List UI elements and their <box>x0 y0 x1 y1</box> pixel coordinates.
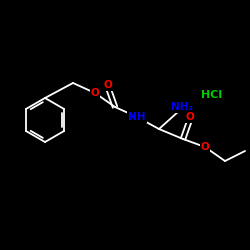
Text: O: O <box>200 142 209 152</box>
Text: O: O <box>90 88 100 98</box>
Text: HCl: HCl <box>202 90 222 100</box>
Text: NH: NH <box>128 112 146 122</box>
Text: O: O <box>186 112 194 122</box>
Text: NH₂: NH₂ <box>171 102 193 112</box>
Text: O: O <box>104 80 112 90</box>
